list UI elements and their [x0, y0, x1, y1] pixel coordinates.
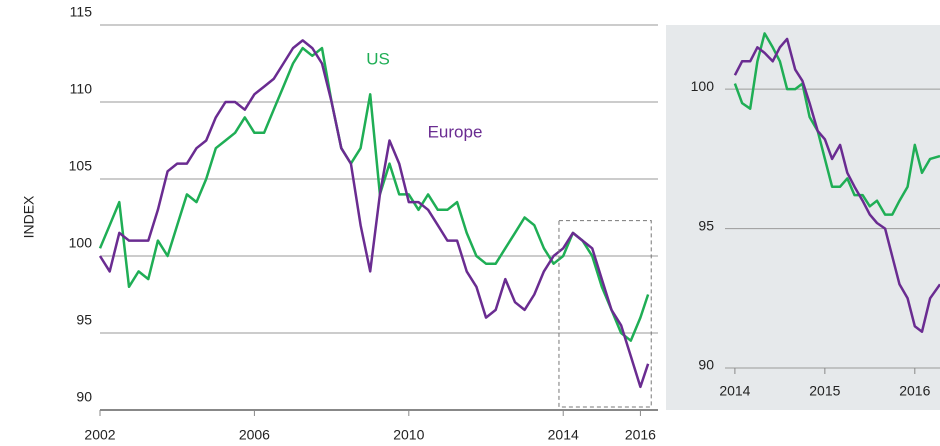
y-tick-label: 105	[69, 158, 93, 174]
x-tick-label: 2016	[625, 427, 656, 443]
x-tick-label: 2015	[809, 383, 840, 399]
y-axis-label: INDEX	[21, 195, 37, 238]
line-series	[733, 37, 940, 333]
x-tick-label: 2010	[393, 427, 424, 443]
line-series	[733, 32, 940, 216]
zoom-box	[558, 220, 652, 408]
y-tick-label: 90	[698, 357, 714, 373]
x-tick-label: 2014	[719, 383, 750, 399]
x-tick-label: 2014	[548, 427, 579, 443]
series-label: US	[366, 49, 390, 68]
x-tick-label: 2002	[84, 427, 115, 443]
y-tick-label: 95	[76, 312, 92, 328]
y-tick-label: 100	[691, 78, 715, 94]
y-tick-label: 115	[70, 4, 93, 20]
y-tick-label: 95	[698, 217, 714, 233]
line-series	[98, 39, 650, 389]
series-label: Europe	[428, 122, 483, 141]
line-series	[98, 46, 650, 342]
x-tick-label: 2006	[239, 427, 270, 443]
y-tick-label: 110	[70, 81, 93, 97]
x-tick-label: 2016	[899, 383, 930, 399]
y-tick-label: 90	[76, 389, 92, 405]
y-tick-label: 100	[69, 235, 93, 251]
